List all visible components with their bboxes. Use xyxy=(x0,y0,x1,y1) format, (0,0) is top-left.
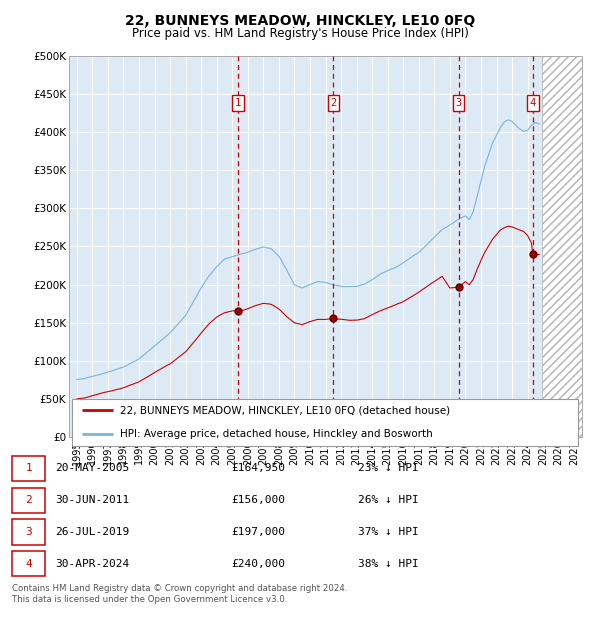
Text: 26-JUL-2019: 26-JUL-2019 xyxy=(55,527,130,537)
Text: 23% ↓ HPI: 23% ↓ HPI xyxy=(358,464,418,474)
Text: 2: 2 xyxy=(25,495,32,505)
Text: Contains HM Land Registry data © Crown copyright and database right 2024.: Contains HM Land Registry data © Crown c… xyxy=(12,584,347,593)
Text: £156,000: £156,000 xyxy=(231,495,285,505)
Text: 1: 1 xyxy=(235,98,241,108)
FancyBboxPatch shape xyxy=(12,520,46,544)
FancyBboxPatch shape xyxy=(71,399,578,446)
Text: 20-MAY-2005: 20-MAY-2005 xyxy=(55,464,130,474)
Text: Price paid vs. HM Land Registry's House Price Index (HPI): Price paid vs. HM Land Registry's House … xyxy=(131,27,469,40)
Text: 30-APR-2024: 30-APR-2024 xyxy=(55,559,130,569)
Text: 1: 1 xyxy=(25,464,32,474)
Text: £240,000: £240,000 xyxy=(231,559,285,569)
Text: 22, BUNNEYS MEADOW, HINCKLEY, LE10 0FQ (detached house): 22, BUNNEYS MEADOW, HINCKLEY, LE10 0FQ (… xyxy=(121,405,451,415)
Text: 37% ↓ HPI: 37% ↓ HPI xyxy=(358,527,418,537)
Text: 2: 2 xyxy=(330,98,337,108)
Text: 38% ↓ HPI: 38% ↓ HPI xyxy=(358,559,418,569)
Text: 26% ↓ HPI: 26% ↓ HPI xyxy=(358,495,418,505)
Text: 4: 4 xyxy=(530,98,536,108)
Text: 3: 3 xyxy=(455,98,462,108)
Text: This data is licensed under the Open Government Licence v3.0.: This data is licensed under the Open Gov… xyxy=(12,595,287,604)
FancyBboxPatch shape xyxy=(12,551,46,577)
Text: HPI: Average price, detached house, Hinckley and Bosworth: HPI: Average price, detached house, Hinc… xyxy=(121,430,433,440)
Text: 30-JUN-2011: 30-JUN-2011 xyxy=(55,495,130,505)
Text: 4: 4 xyxy=(25,559,32,569)
Text: £197,000: £197,000 xyxy=(231,527,285,537)
Text: £164,950: £164,950 xyxy=(231,464,285,474)
Text: 3: 3 xyxy=(25,527,32,537)
FancyBboxPatch shape xyxy=(12,488,46,513)
Bar xyxy=(542,56,582,437)
Text: 22, BUNNEYS MEADOW, HINCKLEY, LE10 0FQ: 22, BUNNEYS MEADOW, HINCKLEY, LE10 0FQ xyxy=(125,14,475,28)
FancyBboxPatch shape xyxy=(12,456,46,481)
